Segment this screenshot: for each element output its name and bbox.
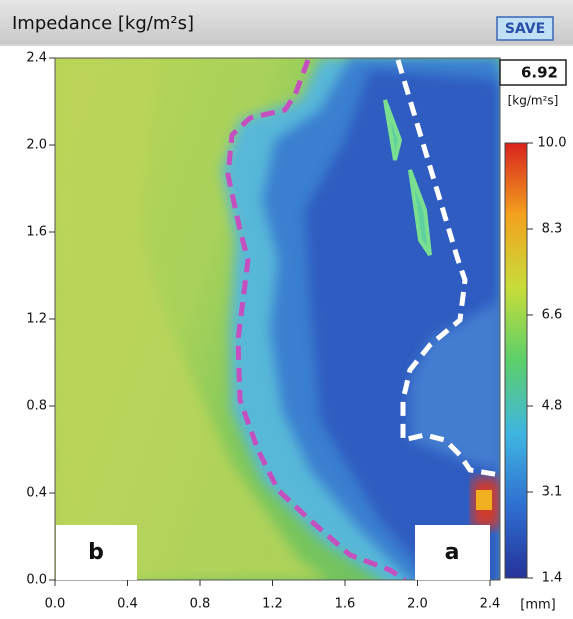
colorbar-tick-label: 10.0 — [538, 136, 567, 151]
y-tick-label: 2.4 — [26, 51, 47, 66]
x-tick-label: 0.8 — [190, 597, 211, 612]
y-tick-label: 1.6 — [26, 225, 47, 240]
colorbar-unit: [kg/m²s] — [508, 94, 559, 108]
title-bar — [0, 0, 573, 44]
readout-box — [499, 59, 567, 86]
readout: 6.92 — [521, 64, 558, 82]
x-tick-label: 1.2 — [262, 597, 283, 612]
annotation: b — [88, 540, 104, 565]
x-tick-label: 2.0 — [407, 597, 428, 612]
label-box — [56, 525, 137, 580]
save-label[interactable]: SAVE — [505, 21, 545, 37]
y-tick-label: 0.0 — [26, 573, 47, 588]
colorbar-tick-label: 1.4 — [542, 571, 563, 586]
x-tick-label: 0.0 — [45, 597, 66, 612]
label-box — [415, 525, 490, 580]
y-tick-label: 1.2 — [26, 312, 47, 327]
y-tick-label: 2.0 — [26, 138, 47, 153]
x-tick-label: 1.6 — [335, 597, 356, 612]
title: Impedance [kg/m²s] — [12, 13, 194, 34]
colorbar-tick-label: 8.3 — [542, 221, 563, 236]
x-tick-label: 0.4 — [117, 597, 138, 612]
impedance-map — [55, 58, 500, 580]
annotation: a — [445, 540, 460, 565]
y-tick-label: 0.4 — [26, 486, 47, 501]
x-tick-label: 2.4 — [480, 597, 501, 612]
x-unit: [mm] — [520, 598, 555, 613]
colorbar-tick-label: 4.8 — [542, 399, 563, 414]
save-button[interactable] — [496, 16, 554, 41]
colorbar-tick-label: 6.6 — [542, 307, 563, 322]
colorbar-tick-label: 3.1 — [542, 485, 563, 500]
colorbar — [504, 142, 528, 579]
y-tick-label: 0.8 — [26, 399, 47, 414]
